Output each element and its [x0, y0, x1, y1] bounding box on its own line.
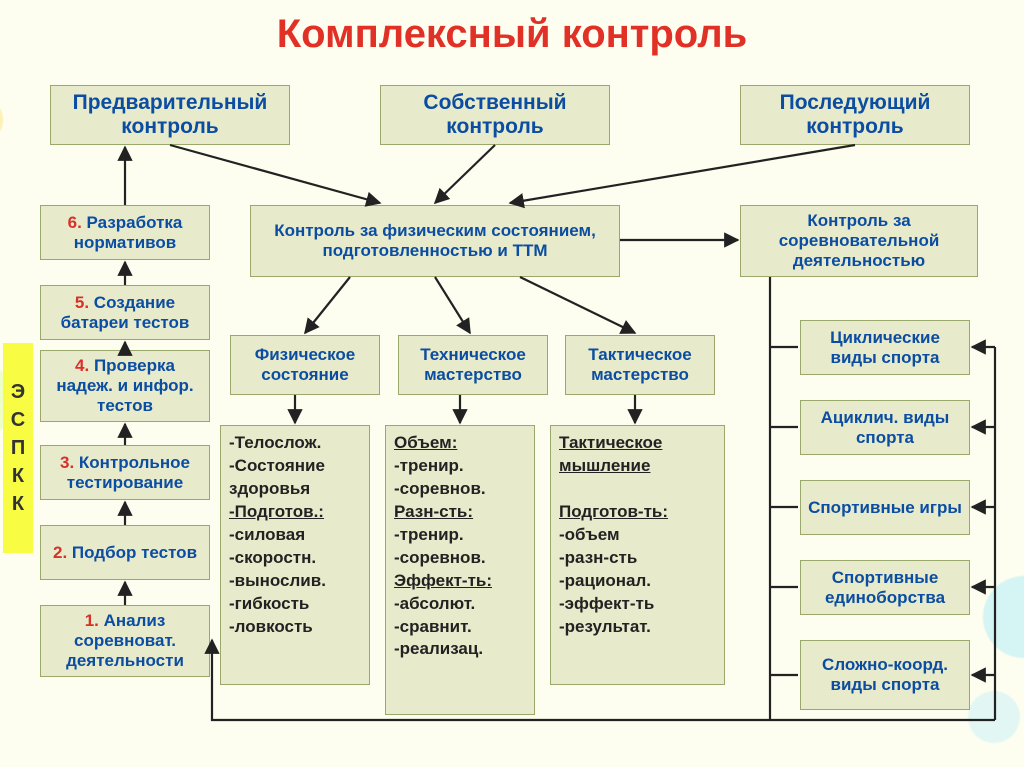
label: 3. Контрольное тестирование — [47, 453, 203, 493]
detail-line: Подготов-ть: — [559, 501, 716, 524]
detail-line: -гибкость — [229, 593, 361, 616]
step-2: 2. Подбор тестов — [40, 525, 210, 580]
detail-line: -тренир. — [394, 455, 526, 478]
label: Контроль за соревновательной деятельност… — [747, 211, 971, 271]
detail-line: -сравнит. — [394, 616, 526, 639]
label: 5. Создание батареи тестов — [47, 293, 203, 333]
box-competition-control: Контроль за соревновательной деятельност… — [740, 205, 978, 277]
detail-line: Тактическое мышление — [559, 432, 716, 478]
background-decoration-right — [964, 467, 1024, 767]
detail-tactical: Тактическое мышление Подготов-ть:-объем-… — [550, 425, 725, 685]
detail-line — [559, 478, 716, 501]
side-letter: П — [11, 434, 25, 462]
detail-line: -реализац. — [394, 638, 526, 661]
box-physical-state: Физическое состояние — [230, 335, 380, 395]
detail-line: -абсолют. — [394, 593, 526, 616]
detail-line: -Телослож. — [229, 432, 361, 455]
label: 6. Разработка нормативов — [47, 213, 203, 253]
label: 4. Проверка надеж. и инфор. тестов — [47, 356, 203, 416]
label: Собственный контроль — [387, 91, 603, 139]
label: Контроль за физическим состоянием, подго… — [257, 221, 613, 261]
sport-games: Спортивные игры — [800, 480, 970, 535]
detail-line: -вынослив. — [229, 570, 361, 593]
box-own-control: Собственный контроль — [380, 85, 610, 145]
detail-line: Разн-сть: — [394, 501, 526, 524]
detail-line: -скоростн. — [229, 547, 361, 570]
step-5: 5. Создание батареи тестов — [40, 285, 210, 340]
box-technical-mastery: Техническое мастерство — [398, 335, 548, 395]
label: Последующий контроль — [747, 91, 963, 139]
step-3: 3. Контрольное тестирование — [40, 445, 210, 500]
detail-line: -объем — [559, 524, 716, 547]
sport-complex-coord: Сложно-коорд. виды спорта — [800, 640, 970, 710]
box-tactical-mastery: Тактическое мастерство — [565, 335, 715, 395]
sport-combat: Спортивные единоборства — [800, 560, 970, 615]
label: Спортивные единоборства — [807, 568, 963, 608]
page-title: Комплексный контроль — [0, 12, 1024, 57]
box-physical-ttm-control: Контроль за физическим состоянием, подго… — [250, 205, 620, 277]
label: 1. Анализ соревноват. деятельности — [47, 611, 203, 671]
detail-line: -ловкость — [229, 616, 361, 639]
side-letter: С — [11, 406, 25, 434]
detail-line: -соревнов. — [394, 478, 526, 501]
sport-acyclic: Ациклич. виды спорта — [800, 400, 970, 455]
detail-technical: Объем:-тренир.-соревнов.Разн-сть:-тренир… — [385, 425, 535, 715]
detail-line: Объем: — [394, 432, 526, 455]
label: Сложно-коорд. виды спорта — [807, 655, 963, 695]
detail-line: Эффект-ть: — [394, 570, 526, 593]
detail-line: -тренир. — [394, 524, 526, 547]
detail-line: -результат. — [559, 616, 716, 639]
step-6: 6. Разработка нормативов — [40, 205, 210, 260]
label: Циклические виды спорта — [807, 328, 963, 368]
box-preliminary-control: Предварительный контроль — [50, 85, 290, 145]
label: Спортивные игры — [807, 498, 963, 518]
label: Техническое мастерство — [405, 345, 541, 385]
detail-physical: -Телослож.-Состояние здоровья-Подготов.:… — [220, 425, 370, 685]
label: Физическое состояние — [237, 345, 373, 385]
detail-line: -разн-сть — [559, 547, 716, 570]
label: Предварительный контроль — [57, 91, 283, 139]
label: 2. Подбор тестов — [47, 543, 203, 563]
detail-line: -соревнов. — [394, 547, 526, 570]
label: Тактическое мастерство — [572, 345, 708, 385]
step-1: 1. Анализ соревноват. деятельности — [40, 605, 210, 677]
side-letter: К — [12, 462, 24, 490]
side-label-espkk: ЭСПКК — [3, 343, 33, 553]
side-letter: Э — [11, 378, 25, 406]
step-4: 4. Проверка надеж. и инфор. тестов — [40, 350, 210, 422]
label: Ациклич. виды спорта — [807, 408, 963, 448]
sport-cyclic: Циклические виды спорта — [800, 320, 970, 375]
detail-line: -рационал. — [559, 570, 716, 593]
box-subsequent-control: Последующий контроль — [740, 85, 970, 145]
detail-line: -Подготов.: — [229, 501, 361, 524]
detail-line: -эффект-ть — [559, 593, 716, 616]
detail-line: -Состояние здоровья — [229, 455, 361, 501]
detail-line: -силовая — [229, 524, 361, 547]
side-letter: К — [12, 490, 24, 518]
